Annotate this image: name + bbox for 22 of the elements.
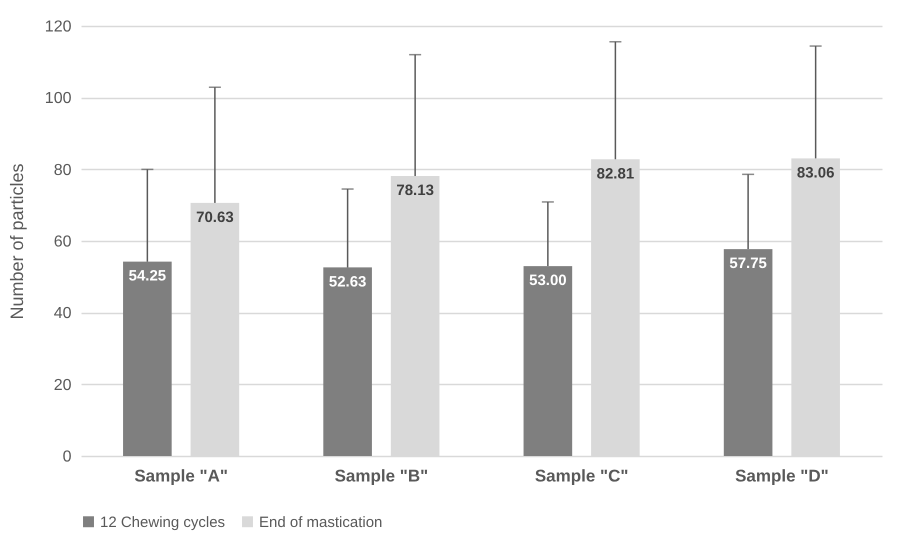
y-tick-label: 80 xyxy=(54,162,72,179)
data-label: 57.75 xyxy=(729,255,767,272)
x-tick-label: Sample "C" xyxy=(534,466,628,486)
legend-label: End of mastication xyxy=(259,514,382,531)
x-tick-label: Sample "A" xyxy=(134,466,228,486)
data-label: 83.06 xyxy=(796,164,834,182)
y-tick-label: 120 xyxy=(44,18,72,36)
data-label: 53.00 xyxy=(529,272,567,290)
y-tick-label: 0 xyxy=(62,448,72,466)
y-tick-label: 20 xyxy=(54,376,72,394)
data-label: 82.81 xyxy=(596,165,634,182)
x-tick-label: Sample "D" xyxy=(735,466,829,486)
data-label: 78.13 xyxy=(396,182,434,200)
y-tick-label: 40 xyxy=(54,305,72,322)
data-label: 54.25 xyxy=(128,268,166,285)
legend-label: 12 Chewing cycles xyxy=(100,514,226,531)
x-tick-label: Sample "B" xyxy=(334,466,428,486)
data-label: 70.63 xyxy=(196,208,234,226)
y-tick-label: 100 xyxy=(44,90,72,108)
y-axis-title: Number of particles xyxy=(6,163,27,320)
y-tick-label: 60 xyxy=(54,234,72,250)
data-label: 52.63 xyxy=(328,273,366,290)
